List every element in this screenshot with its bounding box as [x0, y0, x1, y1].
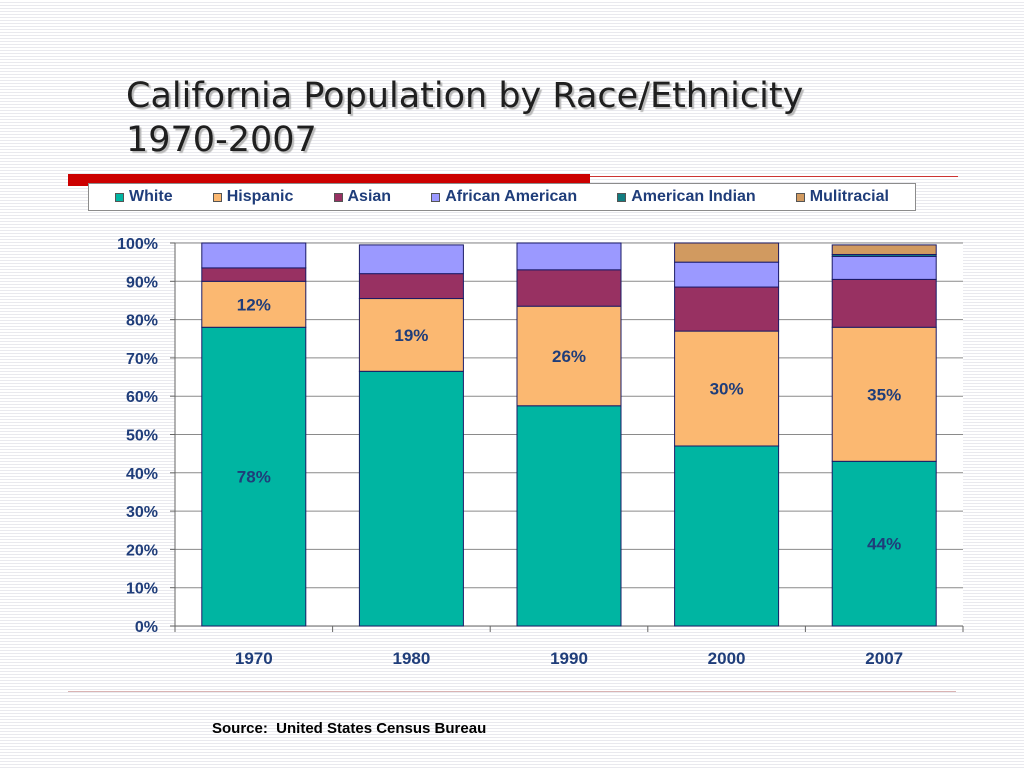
legend-swatch-hispanic — [212, 192, 222, 202]
y-tick-label-10-: 10% — [126, 581, 158, 598]
y-tick-label-40-: 40% — [126, 466, 158, 483]
y-tick-label-0-: 0% — [135, 619, 158, 636]
title-underline-rule — [590, 176, 958, 177]
y-tick-label-50-: 50% — [126, 428, 158, 445]
bar-african-american-1970 — [201, 242, 307, 269]
bar-asian-1990 — [516, 269, 622, 307]
y-tick-label-60-: 60% — [126, 389, 158, 406]
bar-white-2007 — [831, 460, 937, 627]
bar-hispanic-2007 — [831, 326, 937, 462]
bar-hispanic-1970 — [201, 280, 307, 328]
source-note: Source: United States Census Bureau — [212, 720, 487, 737]
bar-asian-1980 — [358, 273, 464, 300]
bar-african-american-2000 — [674, 261, 780, 288]
legend-item-american-indian: American Indian — [617, 188, 756, 206]
bar-hispanic-1980 — [358, 298, 464, 372]
slide-title: California Population by Race/Ethnicity … — [126, 74, 986, 162]
data-label-hispanic-2000: 30% — [710, 380, 744, 399]
y-tick-label-30-: 30% — [126, 504, 158, 521]
legend-swatch-african-american — [431, 192, 441, 202]
y-tick-label-100-: 100% — [117, 236, 158, 253]
data-label-hispanic-2007: 35% — [867, 385, 901, 404]
legend-swatch-white — [115, 192, 125, 202]
bar-mulitracial-2007 — [831, 244, 937, 255]
slide-title-line-1: California Population by Race/Ethnicity — [126, 76, 804, 116]
slide-title-line-2: 1970-2007 — [126, 120, 317, 160]
y-tick-label-80-: 80% — [126, 313, 158, 330]
legend-swatch-american-indian — [617, 192, 627, 202]
legend-item-hispanic: Hispanic — [212, 188, 294, 206]
bar-asian-1970 — [201, 267, 307, 282]
bar-asian-2007 — [831, 278, 937, 328]
x-tick-label-1980: 1980 — [392, 649, 430, 668]
legend-swatch-multiracial — [795, 192, 805, 202]
bar-white-1990 — [516, 405, 622, 627]
legend-label-white: White — [129, 188, 173, 205]
legend-item-white: White — [115, 188, 173, 206]
x-tick-label-1990: 1990 — [550, 649, 588, 668]
legend-label-multiracial: Mulitracial — [809, 188, 889, 205]
bar-african-american-1980 — [358, 244, 464, 275]
legend-item-african-american: African American — [431, 188, 577, 206]
legend-label-hispanic: Hispanic — [226, 188, 294, 205]
legend-label-american-indian: American Indian — [631, 188, 756, 205]
bar-asian-2000 — [674, 286, 780, 332]
data-label-white-1970: 78% — [237, 468, 271, 487]
data-label-hispanic-1990: 26% — [552, 347, 586, 366]
legend-label-african-american: African American — [445, 188, 578, 205]
bar-hispanic-1990 — [516, 305, 622, 407]
x-tick-label-2007: 2007 — [865, 649, 903, 668]
bar-mulitracial-2000 — [674, 242, 780, 263]
y-tick-label-70-: 70% — [126, 351, 158, 368]
chart-legend: White Hispanic Asian African American Am… — [88, 183, 916, 211]
bar-white-2000 — [674, 445, 780, 627]
data-label-hispanic-1970: 12% — [237, 295, 271, 314]
y-tick-label-90-: 90% — [126, 274, 158, 291]
data-label-hispanic-1980: 19% — [394, 326, 428, 345]
data-label-white-2007: 44% — [867, 535, 901, 554]
bar-white-1970 — [201, 326, 307, 627]
legend-swatch-asian — [333, 192, 343, 202]
legend-item-multiracial: Mulitracial — [795, 188, 889, 206]
bar-white-1980 — [358, 370, 464, 627]
legend-label-asian: Asian — [347, 188, 392, 205]
x-tick-label-1970: 1970 — [235, 649, 273, 668]
footer-rule — [68, 691, 956, 692]
bar-african-american-2007 — [831, 255, 937, 280]
legend-item-asian: Asian — [333, 188, 392, 206]
bar-african-american-1990 — [516, 242, 622, 271]
x-tick-label-2000: 2000 — [708, 649, 746, 668]
y-tick-label-20-: 20% — [126, 542, 158, 559]
